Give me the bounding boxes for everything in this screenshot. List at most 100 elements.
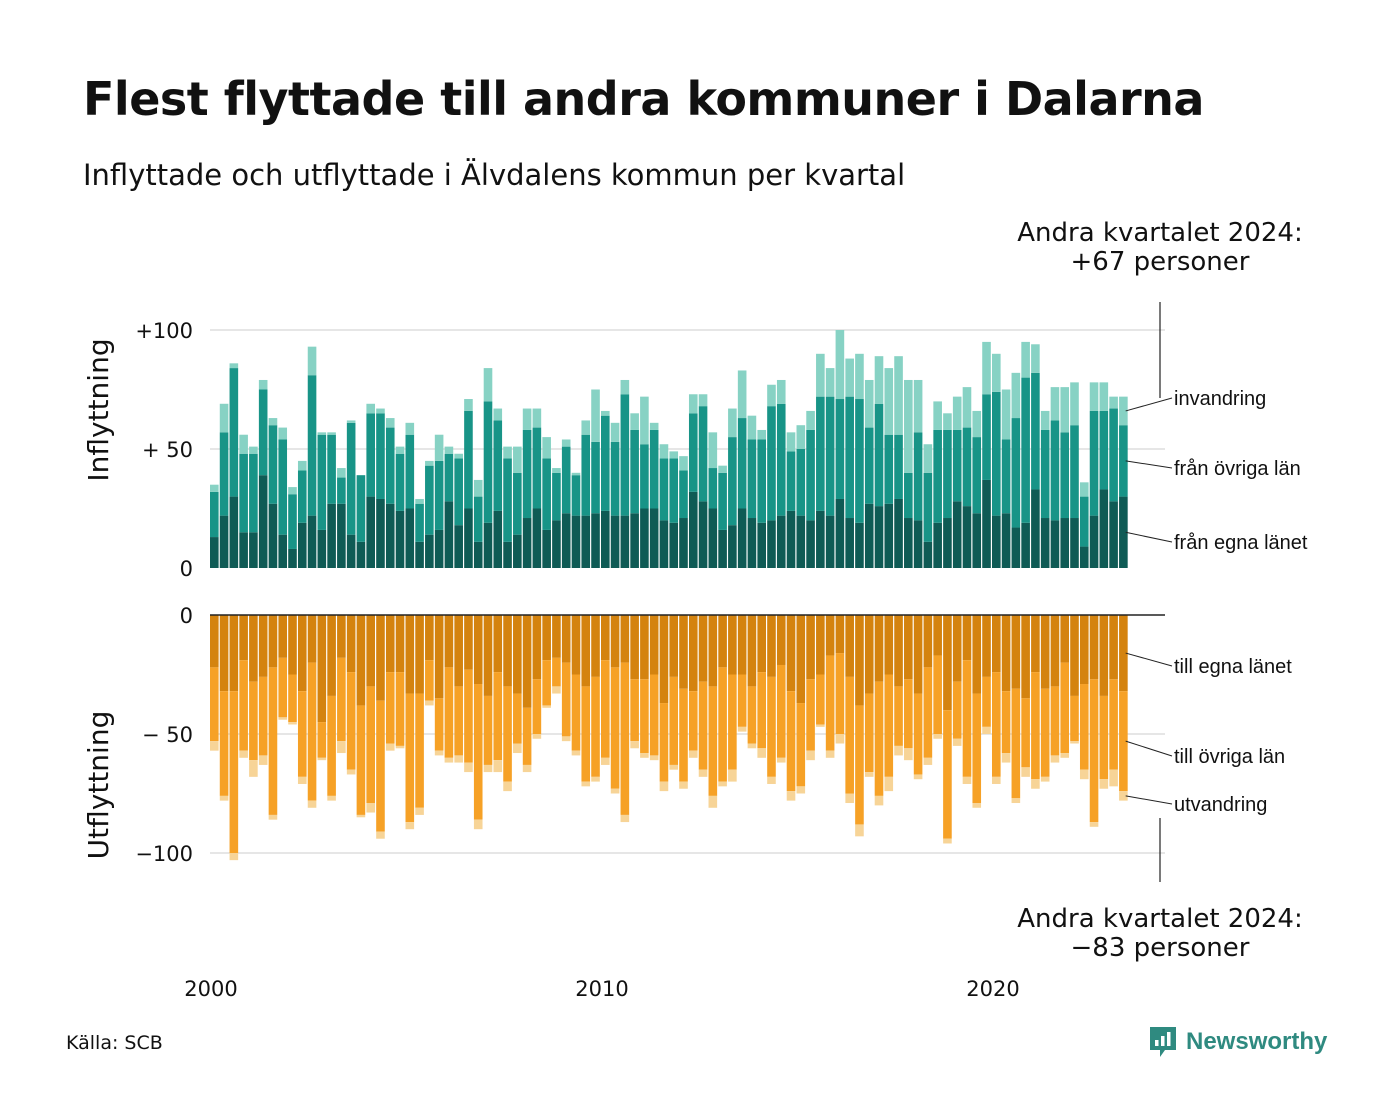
bar-utvandring [581,781,591,787]
bar-invandring [513,446,522,473]
bar-fran-egna-lanet [982,479,991,568]
bar-till-ovriga-lan [239,660,248,751]
bar-fran-egna-lanet [1001,513,1011,568]
bar-till-egna-lanet [346,615,356,673]
bar-till-egna-lanet [1070,615,1079,696]
bar-till-ovriga-lan [425,660,434,701]
bar-fran-ovriga-lan [385,427,395,504]
bar-fran-ovriga-lan [708,468,718,509]
bar-utvandring [219,795,229,801]
bar-fran-egna-lanet [327,503,336,568]
bar-invandring [395,446,405,454]
bar-fran-egna-lanet [776,515,786,568]
bar-fran-ovriga-lan [718,472,727,530]
bar-till-ovriga-lan [1060,662,1070,754]
series-leader-line [1125,460,1173,469]
bar-invandring [825,368,835,397]
bar-till-egna-lanet [444,615,454,668]
bar-fran-ovriga-lan [679,470,688,519]
bar-till-egna-lanet [454,615,463,687]
bar-till-ovriga-lan [943,710,952,839]
bar-invandring [1070,382,1079,426]
bar-utvandring [845,793,854,804]
bar-fran-ovriga-lan [757,439,766,523]
bar-invandring [630,413,639,430]
bar-utvandring [1089,822,1099,827]
bar-fran-egna-lanet [464,508,473,568]
bar-till-ovriga-lan [855,705,864,825]
bar-till-egna-lanet [992,615,1001,673]
bar-till-ovriga-lan [297,691,307,777]
bar-fran-ovriga-lan [962,427,972,507]
bar-invandring [434,434,444,461]
x-tick-label: 2000 [184,977,237,1001]
bar-till-ovriga-lan [962,660,972,777]
bar-utvandring [395,745,405,749]
bar-till-ovriga-lan [288,674,297,723]
bar-till-egna-lanet [288,615,297,675]
bar-fran-egna-lanet [737,508,747,568]
bar-utvandring [249,760,258,777]
bar-utvandring [307,800,317,808]
bar-till-egna-lanet [776,615,786,665]
bar-utvandring [405,822,415,830]
bar-utvandring [630,741,639,749]
bar-fran-egna-lanet [1050,520,1060,568]
inflow-axis-label: Inflyttning [82,338,115,481]
bar-till-ovriga-lan [385,672,395,744]
bar-utvandring [718,781,727,787]
bar-invandring [346,420,356,423]
bar-utvandring [444,757,454,763]
bar-utvandring [669,764,679,770]
bar-till-ovriga-lan [972,693,982,804]
bar-fran-egna-lanet [718,529,727,568]
bar-utvandring [786,791,796,801]
bar-utvandring [1011,798,1021,804]
bar-till-egna-lanet [757,615,766,673]
bar-fran-ovriga-lan [444,453,454,502]
bar-fran-egna-lanet [385,503,395,568]
bar-invandring [1099,382,1109,411]
bar-fran-ovriga-lan [601,415,610,511]
bar-fran-egna-lanet [415,541,424,568]
bar-invandring [288,487,297,495]
bar-till-ovriga-lan [366,686,375,804]
bar-invandring [258,379,268,390]
bar-till-ovriga-lan [434,698,444,751]
bar-fran-egna-lanet [894,498,903,568]
bar-invandring [1109,396,1118,409]
bar-utvandring [483,764,493,773]
bar-till-egna-lanet [1089,615,1099,680]
bar-till-ovriga-lan [278,657,288,718]
y-tick-labels: 0 + 50 +100 0 − 50 −100 [135,319,193,866]
bar-till-ovriga-lan [874,681,884,796]
bar-till-egna-lanet [982,615,991,677]
bar-fran-egna-lanet [816,510,825,568]
bar-fran-egna-lanet [835,498,845,568]
bar-till-egna-lanet [1031,615,1040,673]
bar-fran-egna-lanet [473,541,483,568]
bar-fran-egna-lanet [806,520,815,568]
bar-invandring [278,427,288,440]
bar-invandring [913,379,923,433]
bar-fran-ovriga-lan [356,475,366,542]
bar-till-egna-lanet [327,615,336,696]
bar-till-egna-lanet [962,615,972,661]
bar-fran-ovriga-lan [405,434,415,509]
series-label: från övriga län [1174,458,1301,480]
bar-fran-ovriga-lan [464,410,473,509]
bar-invandring [884,368,894,435]
bar-till-ovriga-lan [816,674,825,725]
bar-invandring [571,472,581,476]
bar-fran-egna-lanet [405,508,415,568]
bar-till-egna-lanet [278,615,288,658]
x-tick-label: 2010 [575,977,628,1001]
bar-fran-ovriga-lan [943,429,952,519]
bar-fran-egna-lanet [884,503,894,568]
bar-till-ovriga-lan [376,700,385,832]
bar-utvandring [737,726,747,732]
bar-fran-ovriga-lan [532,427,542,509]
bar-invandring [561,439,571,447]
bar-fran-ovriga-lan [337,477,346,504]
bar-fran-ovriga-lan [229,368,239,497]
